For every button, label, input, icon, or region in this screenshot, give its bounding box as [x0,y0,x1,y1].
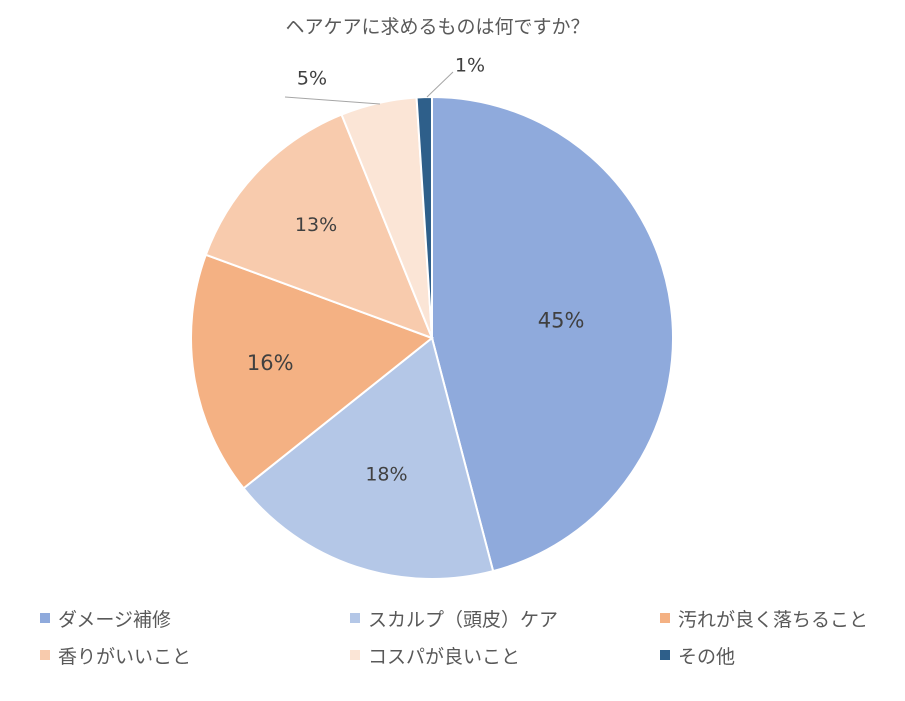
legend-item-4: 香りがいいこと [40,643,350,668]
legend-swatch [350,650,360,660]
legend-item-5: コスパが良いこと [350,643,660,668]
pie-slice-2 [242,336,495,580]
legend-label: スカルプ（頭皮）ケア [368,608,559,631]
slice-data-label-2: 18% [365,464,407,486]
leader-line-5 [284,96,381,105]
legend-swatch [660,613,670,623]
pie-slice-4 [204,113,434,340]
slice-data-label-3: 16% [247,351,294,375]
slice-data-label-1: 45% [538,308,585,332]
legend-swatch [40,650,50,660]
leader-line-6 [426,71,454,98]
legend: ダメージ補修 スカルプ（頭皮）ケア 汚れが良く落ちること香りがいいこと コスパが良いこ… [40,606,900,668]
chart-title: ヘアケアに求めるものは何ですか？ [285,16,590,38]
legend-label: その他 [678,645,736,668]
pie-slice-6 [415,95,433,339]
pie-slice-1 [431,95,674,573]
slice-data-label-4: 13% [295,214,337,236]
legend-label: 汚れが良く落ちること [678,608,869,631]
slice-data-label-6: 1% [455,55,485,77]
legend-item-6: その他 [660,643,900,668]
legend-item-2: スカルプ（頭皮）ケア [350,606,660,631]
legend-label: ダメージ補修 [58,608,172,631]
legend-swatch [40,613,50,623]
legend-swatch [350,613,360,623]
legend-item-3: 汚れが良く落ちること [660,606,900,631]
legend-label: 香りがいいこと [58,645,192,668]
pie-slice-3 [190,253,435,490]
legend-swatch [660,650,670,660]
legend-item-1: ダメージ補修 [40,606,350,631]
slice-data-label-5: 5% [297,68,327,90]
legend-label: コスパが良いこと [368,645,521,668]
